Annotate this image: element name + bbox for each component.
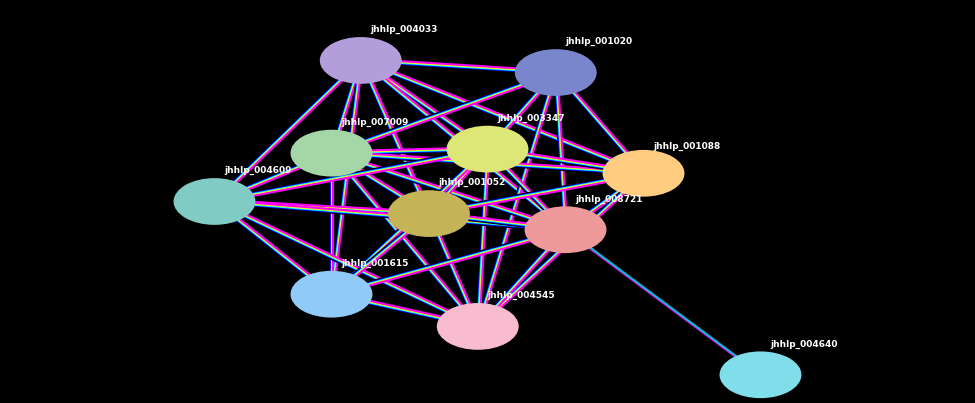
Ellipse shape bbox=[437, 303, 519, 350]
Text: jhhlp_003347: jhhlp_003347 bbox=[497, 114, 565, 123]
Ellipse shape bbox=[720, 351, 801, 398]
Ellipse shape bbox=[515, 49, 597, 96]
Text: jhhlp_004609: jhhlp_004609 bbox=[224, 166, 292, 175]
Text: jhhlp_008721: jhhlp_008721 bbox=[575, 194, 643, 204]
Ellipse shape bbox=[525, 206, 606, 253]
Ellipse shape bbox=[174, 178, 255, 225]
Text: jhhlp_001615: jhhlp_001615 bbox=[341, 259, 409, 268]
Ellipse shape bbox=[603, 150, 684, 197]
Text: jhhlp_004640: jhhlp_004640 bbox=[770, 339, 838, 349]
Text: jhhlp_007009: jhhlp_007009 bbox=[341, 118, 409, 127]
Ellipse shape bbox=[291, 130, 372, 177]
Text: jhhlp_004545: jhhlp_004545 bbox=[488, 291, 555, 300]
Ellipse shape bbox=[388, 190, 470, 237]
Text: jhhlp_001052: jhhlp_001052 bbox=[439, 178, 506, 187]
Ellipse shape bbox=[447, 126, 528, 172]
Text: jhhlp_001020: jhhlp_001020 bbox=[566, 37, 633, 46]
Text: jhhlp_001088: jhhlp_001088 bbox=[653, 142, 721, 151]
Ellipse shape bbox=[320, 37, 402, 84]
Text: jhhlp_004033: jhhlp_004033 bbox=[370, 25, 438, 34]
Ellipse shape bbox=[291, 271, 372, 318]
